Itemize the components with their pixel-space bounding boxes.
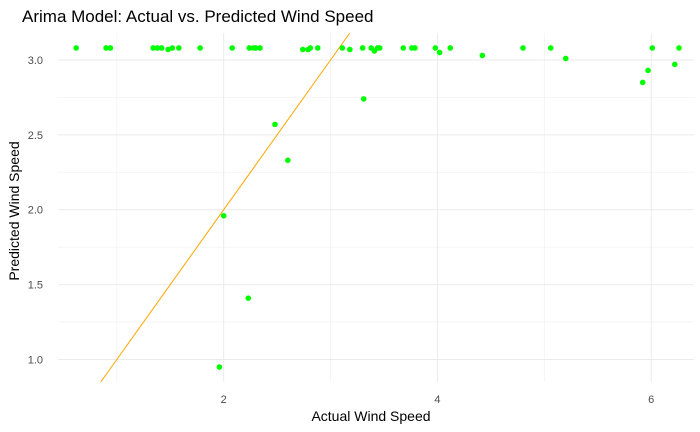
data-point [299, 46, 306, 53]
chart-title: Arima Model: Actual vs. Predicted Wind S… [22, 7, 374, 26]
data-point [339, 45, 346, 51]
data-point [547, 45, 554, 51]
data-point [150, 45, 156, 51]
data-point [272, 121, 278, 128]
data-point [165, 46, 171, 53]
data-point [360, 96, 367, 102]
data-point [285, 157, 291, 164]
data-point [73, 45, 79, 51]
data-point [432, 45, 439, 51]
data-point [412, 45, 418, 51]
data-point [245, 295, 252, 301]
data-point [154, 45, 161, 51]
scatter-points-layer [73, 45, 682, 370]
y-tick-label: 3.0 [28, 55, 43, 67]
data-point [220, 212, 227, 219]
reference-line-layer [100, 32, 351, 383]
x-tick-label: 2 [221, 394, 227, 406]
data-point [252, 45, 259, 51]
x-tick-label: 6 [648, 394, 654, 406]
y-tick-label: 2.0 [28, 205, 43, 217]
data-point [175, 45, 182, 51]
data-point [216, 364, 223, 370]
data-point [400, 45, 407, 51]
data-point [520, 45, 526, 51]
data-point [169, 45, 176, 51]
y-tick-label: 1.0 [28, 355, 43, 367]
y-tick-label: 2.5 [28, 130, 43, 142]
data-point [639, 79, 646, 86]
y-tick-label: 1.5 [28, 280, 43, 292]
data-point [436, 49, 443, 56]
data-point [447, 45, 454, 51]
x-axis-title: Actual Wind Speed [311, 408, 430, 424]
data-point [359, 45, 366, 51]
grid-layer [58, 33, 694, 382]
data-point [676, 45, 682, 51]
data-point [376, 45, 383, 51]
data-point [645, 67, 651, 74]
data-point [197, 45, 203, 51]
data-point [479, 52, 486, 59]
y-axis-title: Predicted Wind Speed [6, 141, 22, 280]
data-point [562, 55, 569, 62]
data-point [246, 45, 253, 51]
data-point [229, 45, 236, 51]
data-point [103, 45, 109, 51]
identity-line [100, 32, 351, 383]
x-tick-label: 4 [434, 394, 440, 406]
data-point [314, 45, 321, 51]
data-point [307, 45, 314, 51]
tick-label-layer: 2 4 6 1.0 1.5 2.0 2.5 3.0 [28, 55, 655, 406]
data-point [671, 61, 678, 68]
data-point [107, 45, 114, 51]
data-point [649, 45, 656, 51]
data-point [158, 45, 165, 51]
data-point [347, 46, 353, 53]
data-point [257, 45, 263, 51]
